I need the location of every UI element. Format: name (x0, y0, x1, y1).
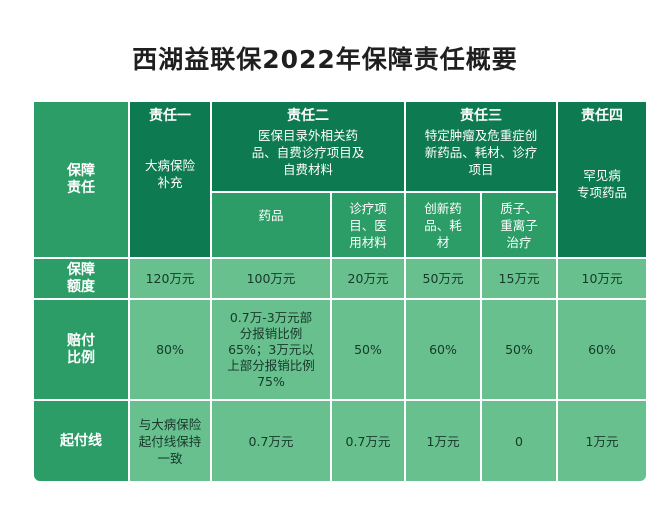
coverage-2-sub-drugs-label: 药品 (258, 208, 284, 223)
deductible-cell-6: 1万元 (558, 401, 646, 481)
coverage-2-desc: 医保目录外相关药 品、自费诊疗项目及 自费材料 (251, 128, 365, 177)
amount-cell-5: 15万元 (482, 259, 556, 298)
row-header-ratio-label: 赔付 比例 (67, 332, 95, 366)
amount-cell-4: 50万元 (406, 259, 480, 298)
deductible-cell-1: 与大病保险 起付线保持 一致 (130, 401, 210, 481)
row-header-amount: 保障 额度 (34, 259, 128, 298)
row-header-amount-label: 保障 额度 (67, 261, 95, 295)
coverage-3-sub-proton-label: 质子、 重离子 治疗 (500, 200, 538, 250)
row-header-coverage: 保障 责任 (34, 102, 128, 257)
ratio-cell-4: 60% (406, 300, 480, 399)
deductible-cell-5: 0 (482, 401, 556, 481)
coverage-3-title: 责任三 (460, 108, 502, 124)
coverage-1-title: 责任一 (149, 108, 191, 124)
row-header-deductible: 起付线 (34, 401, 128, 481)
coverage-3-header: 责任三 特定肿瘤及危重症创 新药品、耗材、诊疗 项目 (406, 102, 556, 191)
coverage-1-header: 责任一 大病保险 补充 (130, 102, 210, 257)
amount-cell-1: 120万元 (130, 259, 210, 298)
deductible-cell-3: 0.7万元 (332, 401, 404, 481)
ratio-cell-5: 50% (482, 300, 556, 399)
row-header-coverage-label: 保障 责任 (67, 162, 95, 196)
coverage-3-sub-innovative: 创新药 品、耗 材 (406, 193, 480, 257)
ratio-cell-2: 0.7万-3万元部 分报销比例 65%；3万元以 上部分报销比例 75% (212, 300, 330, 399)
coverage-2-sub-drugs: 药品 (212, 193, 330, 257)
page-title: 西湖益联保2022年保障责任概要 (132, 45, 518, 74)
coverage-3-desc: 特定肿瘤及危重症创 新药品、耗材、诊疗 项目 (424, 128, 538, 177)
coverage-table: 保障 责任 责任一 大病保险 补充 责任二 医保目录外相关药 品、自费诊疗项目及… (34, 102, 646, 481)
coverage-4-title: 责任四 (581, 108, 623, 124)
amount-cell-2: 100万元 (212, 259, 330, 298)
coverage-2-title: 责任二 (287, 108, 329, 124)
row-header-ratio: 赔付 比例 (34, 300, 128, 399)
deductible-cell-2: 0.7万元 (212, 401, 330, 481)
coverage-3-sub-proton: 质子、 重离子 治疗 (482, 193, 556, 257)
ratio-cell-1: 80% (130, 300, 210, 399)
coverage-4-desc: 罕见病 专项药品 (576, 168, 627, 200)
ratio-cell-3: 50% (332, 300, 404, 399)
ratio-cell-6: 60% (558, 300, 646, 399)
amount-cell-3: 20万元 (332, 259, 404, 298)
amount-cell-6: 10万元 (558, 259, 646, 298)
coverage-2-header: 责任二 医保目录外相关药 品、自费诊疗项目及 自费材料 (212, 102, 404, 191)
coverage-1-desc: 大病保险 补充 (144, 158, 195, 190)
coverage-3-sub-innovative-label: 创新药 品、耗 材 (424, 200, 462, 250)
coverage-2-sub-materials-label: 诊疗项 目、医 用材料 (349, 200, 387, 250)
deductible-cell-4: 1万元 (406, 401, 480, 481)
coverage-2-sub-materials: 诊疗项 目、医 用材料 (332, 193, 404, 257)
coverage-4-header: 责任四 罕见病 专项药品 (558, 102, 646, 257)
row-header-deductible-label: 起付线 (60, 432, 102, 449)
